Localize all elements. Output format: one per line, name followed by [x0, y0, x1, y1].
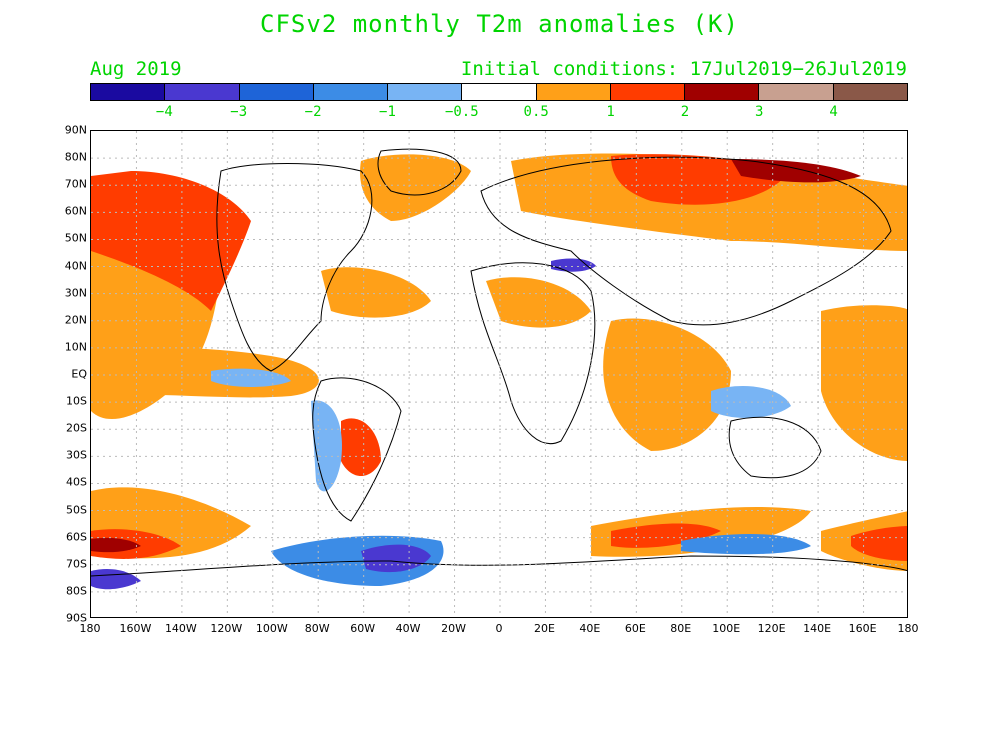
- anomaly-region-north-africa: [486, 277, 591, 328]
- longitude-label: 0: [495, 622, 503, 635]
- longitude-label: 40W: [395, 622, 421, 635]
- anomaly-region-greenland-atlantic: [360, 154, 471, 221]
- legend-swatch: [165, 84, 240, 100]
- anomaly-region-south-pacific-west-core: [91, 537, 141, 553]
- longitude-label: 160W: [119, 622, 152, 635]
- coastline-africa: [470, 262, 596, 445]
- legend-label: 0.5: [523, 104, 549, 120]
- latitude-label: 40S: [66, 475, 87, 489]
- legend-label: 1: [606, 104, 615, 120]
- longitude-label: 120W: [210, 622, 243, 635]
- coastline-eurasia: [480, 156, 892, 326]
- longitude-label: 120E: [757, 622, 786, 635]
- legend-swatch: [239, 84, 314, 100]
- longitude-label: 160E: [848, 622, 877, 635]
- legend-label: −1: [379, 104, 396, 120]
- longitude-label: 20E: [533, 622, 555, 635]
- latitude-label: 70S: [66, 557, 87, 571]
- anomaly-region-alaska: [91, 171, 251, 311]
- legend-swatch: [91, 84, 166, 100]
- anomaly-region-south-indian-hot: [611, 523, 721, 548]
- legend-swatch: [462, 84, 537, 100]
- latitude-label: 10N: [64, 340, 87, 354]
- anomaly-region-indian-ocean: [603, 318, 731, 451]
- latitude-label: 20N: [64, 313, 87, 327]
- coastline-south-america: [312, 377, 402, 522]
- anomaly-region-arctic-russia: [731, 159, 861, 183]
- valid-month: Aug 2019: [90, 58, 182, 80]
- latitude-label: 70N: [64, 177, 87, 191]
- latitude-label: 50S: [66, 503, 87, 517]
- coastline-north-america: [216, 163, 373, 372]
- latitude-label: 60S: [66, 530, 87, 544]
- legend-label: 3: [755, 104, 764, 120]
- anomaly-region-west-pacific: [821, 305, 907, 461]
- anomaly-region-ross-sea: [91, 569, 141, 590]
- longitude-label: 180: [897, 622, 919, 635]
- anomaly-region-tropical-pacific: [91, 347, 319, 398]
- longitude-label: 140E: [803, 622, 832, 635]
- anomaly-map: [90, 130, 908, 618]
- longitude-label: 60E: [624, 622, 646, 635]
- latitude-label: 40N: [64, 259, 87, 273]
- map-title: CFSv2 monthly T2m anomalies (K): [260, 10, 739, 38]
- graticule: [91, 131, 907, 617]
- longitude-label: 140W: [164, 622, 197, 635]
- anomaly-region-south-pacific-hot: [851, 526, 907, 561]
- legend-label: 4: [829, 104, 838, 120]
- coastline-australia: [728, 416, 822, 479]
- legend-swatch: [685, 84, 760, 100]
- latitude-label: 50N: [64, 231, 87, 245]
- latitude-label: 20S: [66, 421, 87, 435]
- latitude-label: 90S: [66, 611, 87, 625]
- longitude-label: 180: [79, 622, 101, 635]
- longitude-label: 20W: [441, 622, 466, 635]
- legend-swatch: [759, 84, 834, 100]
- legend-swatch: [610, 84, 686, 100]
- anomaly-region-antarctic-south-atlantic-core: [361, 544, 431, 573]
- anomaly-region-antarctic-indian: [681, 534, 811, 555]
- longitude-label: 100W: [255, 622, 288, 635]
- anomaly-region-north-atlantic: [321, 267, 431, 318]
- latitude-label: 10S: [66, 394, 87, 408]
- map-canvas: [91, 131, 907, 617]
- latitude-label: 30S: [66, 448, 87, 462]
- legend-swatch: [388, 84, 463, 100]
- anomaly-region-south-america-interior: [341, 418, 381, 476]
- color-legend-labels: −4 −3 −2 −1 −0.5 0.5 1 2 3 4: [90, 104, 908, 124]
- latitude-label: 90N: [64, 123, 87, 137]
- coastline-greenland: [377, 148, 462, 196]
- longitude-label: 40E: [579, 622, 601, 635]
- latitude-label: 30N: [64, 286, 87, 300]
- color-legend-bar: [90, 83, 908, 101]
- longitude-label: 100E: [712, 622, 741, 635]
- latitude-label: 60N: [64, 204, 87, 218]
- legend-label: −0.5: [444, 104, 479, 120]
- anomaly-region-south-america: [311, 400, 342, 492]
- coastlines: [91, 148, 907, 577]
- longitude-label: 80W: [304, 622, 330, 635]
- legend-swatch: [313, 84, 389, 100]
- anomaly-region-east-pacific: [211, 368, 291, 387]
- latitude-label: 80N: [64, 150, 87, 164]
- legend-label: 2: [680, 104, 690, 120]
- legend-label: −4: [155, 104, 173, 120]
- latitude-label: 80S: [66, 584, 87, 598]
- anomaly-region-mediterranean: [551, 258, 596, 272]
- coastline-antarctica: [91, 555, 907, 577]
- longitude-label: 60W: [350, 622, 376, 635]
- legend-label: −2: [304, 104, 322, 120]
- legend-swatch: [833, 84, 907, 100]
- longitude-label: 80E: [670, 622, 692, 635]
- latitude-label: EQ: [71, 367, 87, 381]
- legend-label: −3: [230, 104, 248, 120]
- initial-conditions: Initial conditions: 17Jul2019−26Jul2019: [460, 58, 907, 80]
- legend-swatch: [536, 84, 611, 100]
